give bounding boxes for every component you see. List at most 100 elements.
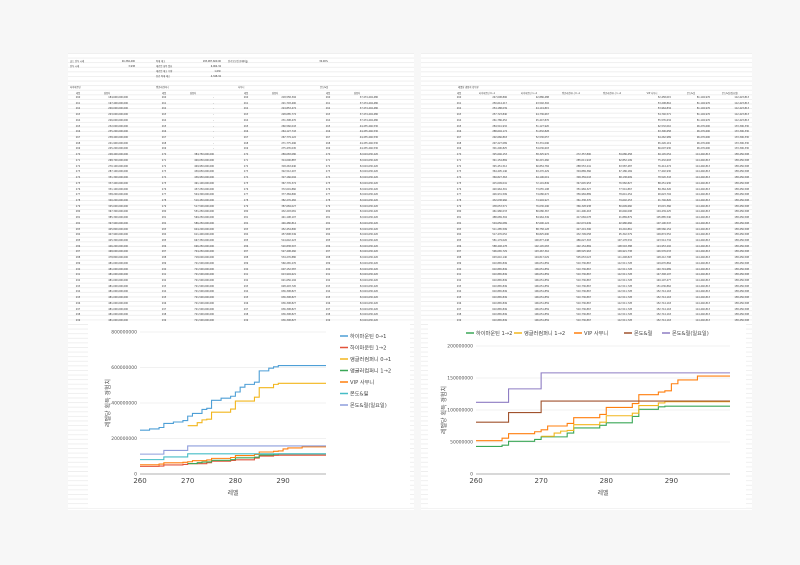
exp-cell: 288,553,241 <box>576 164 591 168</box>
exp-cell: 267,779,122 <box>281 136 296 140</box>
exp-cell: 292,666,818 <box>492 136 507 140</box>
exp-cell: 158,456,508 <box>734 187 749 191</box>
x-tick-label: 270 <box>181 477 194 485</box>
exp-cell: 361,338,370 <box>576 198 591 202</box>
exp-cell: 53,964,834 <box>657 107 671 111</box>
level-cell: 294 <box>243 290 249 294</box>
exp-cell: 696,250,000,000 <box>194 244 214 248</box>
exp-cell: 112,511,728 <box>617 267 632 271</box>
exp-cell: 457,808,549 <box>281 233 296 237</box>
level-cell: 281 <box>456 216 462 220</box>
level-cell: 260 <box>325 96 331 99</box>
exp-cell: 478,800,000,000 <box>108 256 128 260</box>
exp-cell: 44,435,446,530 <box>359 141 378 145</box>
level-cell: 293 <box>243 284 249 288</box>
exp-cell: 104,817,029 <box>534 256 549 260</box>
exp-cell: 44,435,446,530 <box>359 124 378 128</box>
y-tick-label: 0 <box>134 472 137 478</box>
exp-cell: 80,699,660 <box>618 204 632 208</box>
level-cell: 299 <box>75 319 81 323</box>
exp-cell: 114,440,813 <box>695 158 710 162</box>
exp-cell: 96,276,600 <box>696 130 710 134</box>
level-cell: 272 <box>325 164 331 168</box>
exp-cell: 721,500,000,000 <box>194 284 214 288</box>
legend-label: 앵글러컴퍼니 0→1 <box>350 355 391 363</box>
level-cell: 273 <box>161 170 167 174</box>
exp-cell: 77,541,867 <box>618 187 632 191</box>
exp-cell: 53,331,096 <box>535 141 549 145</box>
exp-cell: 114,440,813 <box>695 181 710 185</box>
exp-cell: 241,900,000,000 <box>108 141 128 145</box>
exp-cell: 704,250,000,000 <box>194 250 214 254</box>
legend-label: 몬도&릴 <box>350 390 369 398</box>
exp-cell: 628,403,720 <box>281 284 296 288</box>
series-line <box>187 382 326 427</box>
exp-cell: 114,440,813 <box>695 256 710 260</box>
exp-cell: 102,145,083 <box>534 244 549 248</box>
exp-cell: 327,166,094 <box>281 176 296 180</box>
level-cell: 267 <box>325 136 331 140</box>
level-cell: 299 <box>456 319 462 323</box>
exp-cell: 158,456,508 <box>734 290 749 294</box>
exp-cell: 89,364,326 <box>657 187 671 191</box>
exp-cell: 604,200,000,000 <box>194 227 214 231</box>
exp-cell: 610,865,849 <box>492 267 507 271</box>
exp-cell: 481,000,000,000 <box>108 319 128 323</box>
level-cell: 279 <box>243 204 249 208</box>
exp-cell: 90,646,098 <box>618 210 632 214</box>
exp-cell: 114,440,813 <box>695 319 710 323</box>
level-cell: 290 <box>75 267 81 271</box>
exp-cell: 275,435,045 <box>281 147 296 151</box>
level-cell: 273 <box>325 170 331 174</box>
level-cell: 285 <box>243 239 249 242</box>
series-line <box>476 375 730 442</box>
exp-cell: 636,308,827 <box>281 307 296 311</box>
level-cell: 271 <box>161 158 167 162</box>
exp-cell: 247,008,806 <box>492 96 507 99</box>
exp-cell: 114,440,813 <box>695 216 710 220</box>
exp-cell: 54,740,571 <box>657 113 671 117</box>
exp-cell: 52,619,630,220 <box>359 261 378 265</box>
exp-cell: 158,456,508 <box>734 307 749 311</box>
level-cell: 280 <box>161 210 167 214</box>
level-cell: 291 <box>75 273 81 277</box>
exp-cell: 152,714,118 <box>656 290 671 294</box>
exp-cell: 93,015,366 <box>657 204 671 208</box>
exp-cell: 105,885,540 <box>656 216 671 220</box>
chart-left-card[interactable]: 0 200000000 400000000 600000000 800000000 260… <box>88 324 410 508</box>
exp-cell: 203,000,000,000 <box>108 113 128 117</box>
exp-cell: 63,270,429 <box>535 170 549 174</box>
level-cell: 280 <box>325 210 331 214</box>
exp-cell: 158,456,508 <box>734 279 749 283</box>
exp-cell: 367,300,000,000 <box>108 210 128 214</box>
exp-cell: 288,604,174 <box>492 130 507 134</box>
level-cell: 277 <box>75 193 81 197</box>
exp-cell: 51,127,920 <box>535 124 549 128</box>
level-cell: 292 <box>456 279 462 283</box>
legend-label: 하이마운틴 1→2 <box>350 344 386 352</box>
level-cell: 285 <box>325 239 331 242</box>
level-cell: 286 <box>325 244 331 248</box>
exp-cell: 400,050,000,000 <box>194 158 214 162</box>
level-cell: 299 <box>325 319 331 323</box>
exp-cell: 52,619,630,220 <box>359 153 378 157</box>
exp-cell: 340,200,000,000 <box>108 198 128 202</box>
exp-cell: 337,400,000,000 <box>108 181 128 185</box>
exp-cell: 114,440,813 <box>695 164 710 168</box>
exp-cell: 62,532,010 <box>657 124 671 128</box>
level-cell: 291 <box>243 273 249 277</box>
level-cell: 264 <box>456 118 462 122</box>
exp-cell: 152,714,118 <box>656 313 671 317</box>
level-cell: 277 <box>161 193 167 197</box>
exp-cell: 446,200,000,000 <box>108 244 128 248</box>
exp-cell: 109,874,552 <box>656 233 671 237</box>
exp-cell: 158,456,508 <box>734 158 749 162</box>
exp-cell: 112,511,728 <box>617 261 632 265</box>
exp-cell: - <box>213 130 214 134</box>
level-cell: 289 <box>325 261 331 265</box>
chart-right-card[interactable]: 0 50000000 100000000 150000000 200000000 260 2… <box>428 324 746 508</box>
exp-cell: 427,219,306 <box>576 227 591 231</box>
level-cell: 290 <box>161 267 167 271</box>
exp-cell: 128,212,798 <box>656 256 671 260</box>
exp-cell: 351,984,327 <box>576 187 591 191</box>
